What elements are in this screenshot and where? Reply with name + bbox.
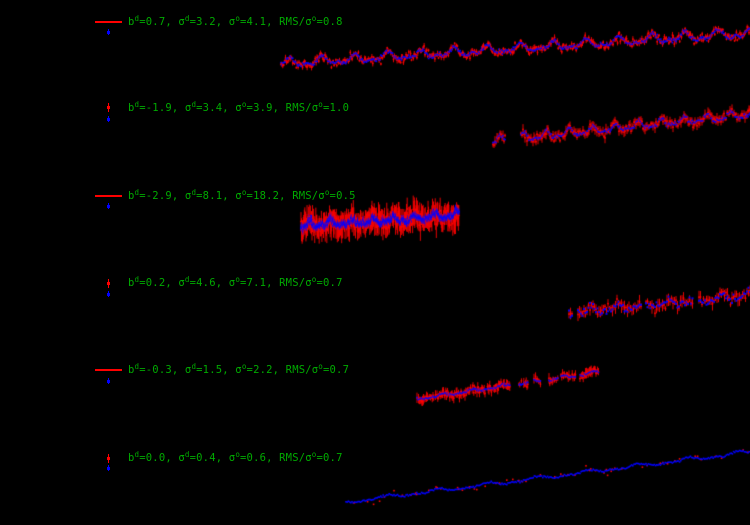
superscript-text: o: [311, 275, 317, 284]
panel-5-legend-red-line-key: [95, 369, 122, 371]
superscript-text: o: [324, 188, 330, 197]
superscript-text: d: [134, 100, 140, 109]
superscript-text: d: [184, 275, 190, 284]
label-text: σ: [305, 452, 312, 464]
label-text: =1.5,: [196, 364, 236, 376]
label-text: =0.0,: [139, 452, 179, 464]
label-text: =0.7: [323, 364, 350, 376]
panel-4-annotation: bd=0.2, σd=4.6, σo=7.1, RMS/σo=0.7: [128, 275, 343, 291]
label-text: =0.7: [316, 277, 343, 289]
panel-2-annotation: bd=-1.9, σd=3.4, σo=3.9, RMS/σo=1.0: [128, 100, 350, 116]
superscript-text: o: [235, 275, 241, 284]
label-text: =7.1, RMS/: [240, 277, 306, 289]
superscript-text: d: [191, 100, 197, 109]
label-text: b: [128, 102, 135, 114]
superscript-text: d: [184, 450, 190, 459]
label-text: =0.4,: [189, 452, 229, 464]
label-text: =-1.9,: [139, 102, 185, 114]
superscript-text: o: [241, 362, 247, 371]
label-text: b: [128, 190, 135, 202]
panel-3-legend-red-line-key: [95, 195, 122, 197]
label-text: b: [128, 16, 135, 28]
label-text: =0.7,: [139, 16, 179, 28]
label-text: σ: [228, 16, 236, 28]
label-text: σ: [305, 16, 312, 28]
label-text: σ: [305, 277, 312, 289]
label-text: =3.4,: [196, 102, 236, 114]
superscript-text: d: [134, 188, 140, 197]
label-text: =3.2,: [189, 16, 229, 28]
label-text: σ: [178, 277, 185, 289]
superscript-text: o: [318, 100, 324, 109]
superscript-text: o: [311, 14, 317, 23]
label-text: =18.2, RMS/: [246, 190, 319, 202]
superscript-text: o: [235, 450, 241, 459]
label-text: σ: [178, 452, 185, 464]
label-text: =2.2, RMS/: [246, 364, 312, 376]
panel-3-legend-blue-point-key: [107, 205, 110, 208]
panel-4-legend-blue-point-key: [107, 293, 110, 296]
label-text: σ: [228, 452, 236, 464]
superscript-text: d: [191, 362, 197, 371]
label-text: b: [128, 452, 135, 464]
panel-2-legend-blue-point-key: [107, 118, 110, 121]
panel-6-legend-red-point-key: [107, 457, 110, 460]
label-text: σ: [235, 190, 242, 202]
label-text: σ: [184, 364, 192, 376]
label-text: =0.2,: [139, 277, 179, 289]
label-text: =3.9, RMS/: [246, 102, 312, 114]
superscript-text: d: [134, 362, 140, 371]
label-text: =0.5: [329, 190, 356, 202]
superscript-text: d: [134, 275, 140, 284]
label-text: =0.8: [316, 16, 343, 28]
label-text: σ: [235, 364, 242, 376]
panel-1-annotation: bd=0.7, σd=3.2, σo=4.1, RMS/σo=0.8: [128, 14, 343, 30]
label-text: =0.7: [316, 452, 343, 464]
label-text: =1.0: [323, 102, 350, 114]
panel-5-legend-blue-point-key: [107, 380, 110, 383]
label-text: σ: [228, 277, 236, 289]
panel-2-legend-red-point-key: [107, 106, 110, 109]
panel-1-legend-blue-point-key: [107, 31, 110, 34]
panel-5-annotation: bd=-0.3, σd=1.5, σo=2.2, RMS/σo=0.7: [128, 362, 350, 378]
label-text: =-2.9,: [139, 190, 185, 202]
superscript-text: d: [184, 14, 190, 23]
label-text: σ: [184, 190, 192, 202]
label-text: =4.1, RMS/: [240, 16, 306, 28]
superscript-text: d: [134, 14, 140, 23]
panel-4-legend-red-point-key: [107, 282, 110, 285]
superscript-text: o: [311, 450, 317, 459]
label-text: σ: [311, 364, 319, 376]
label-text: σ: [318, 190, 325, 202]
label-text: =0.6, RMS/: [240, 452, 306, 464]
superscript-text: o: [235, 14, 241, 23]
superscript-text: o: [241, 100, 247, 109]
superscript-text: o: [241, 188, 247, 197]
label-text: b: [128, 364, 135, 376]
label-text: =-0.3,: [139, 364, 185, 376]
label-text: σ: [178, 16, 185, 28]
label-text: σ: [235, 102, 242, 114]
superscript-text: d: [134, 450, 140, 459]
label-text: σ: [311, 102, 319, 114]
label-text: σ: [184, 102, 192, 114]
label-text: b: [128, 277, 135, 289]
superscript-text: d: [191, 188, 197, 197]
panel-3-annotation: bd=-2.9, σd=8.1, σo=18.2, RMS/σo=0.5: [128, 188, 356, 204]
label-text: =8.1,: [196, 190, 236, 202]
panel-6-annotation: bd=0.0, σd=0.4, σo=0.6, RMS/σo=0.7: [128, 450, 343, 466]
superscript-text: o: [318, 362, 324, 371]
panel-1-legend-red-line-key: [95, 21, 122, 23]
label-text: =4.6,: [189, 277, 229, 289]
panel-6-legend-blue-point-key: [107, 467, 110, 470]
